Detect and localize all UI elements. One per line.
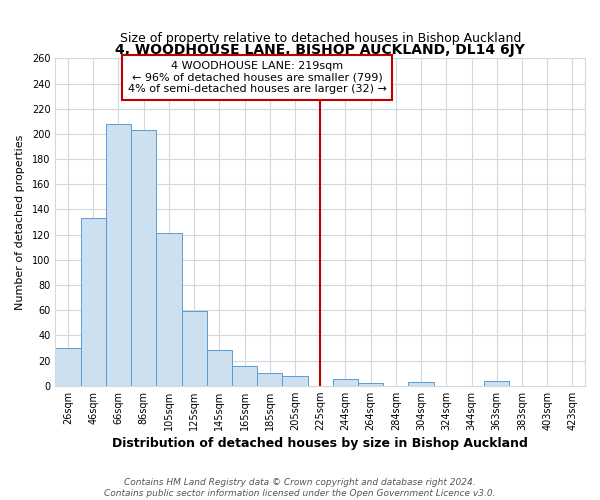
Bar bbox=[131, 130, 157, 386]
Bar bbox=[358, 383, 383, 386]
Text: Size of property relative to detached houses in Bishop Auckland: Size of property relative to detached ho… bbox=[119, 32, 521, 46]
X-axis label: Distribution of detached houses by size in Bishop Auckland: Distribution of detached houses by size … bbox=[112, 437, 528, 450]
Bar bbox=[55, 348, 80, 386]
Bar bbox=[232, 366, 257, 386]
Bar bbox=[207, 350, 232, 386]
Text: Contains HM Land Registry data © Crown copyright and database right 2024.
Contai: Contains HM Land Registry data © Crown c… bbox=[104, 478, 496, 498]
Bar bbox=[283, 376, 308, 386]
Bar bbox=[257, 373, 283, 386]
Bar bbox=[157, 234, 182, 386]
Bar bbox=[333, 380, 358, 386]
Bar bbox=[80, 218, 106, 386]
Bar bbox=[409, 382, 434, 386]
Bar bbox=[106, 124, 131, 386]
Y-axis label: Number of detached properties: Number of detached properties bbox=[15, 134, 25, 310]
Title: 4, WOODHOUSE LANE, BISHOP AUCKLAND, DL14 6JY: 4, WOODHOUSE LANE, BISHOP AUCKLAND, DL14… bbox=[115, 43, 525, 57]
Bar bbox=[182, 312, 207, 386]
Bar bbox=[484, 380, 509, 386]
Text: 4 WOODHOUSE LANE: 219sqm
← 96% of detached houses are smaller (799)
4% of semi-d: 4 WOODHOUSE LANE: 219sqm ← 96% of detach… bbox=[128, 61, 386, 94]
